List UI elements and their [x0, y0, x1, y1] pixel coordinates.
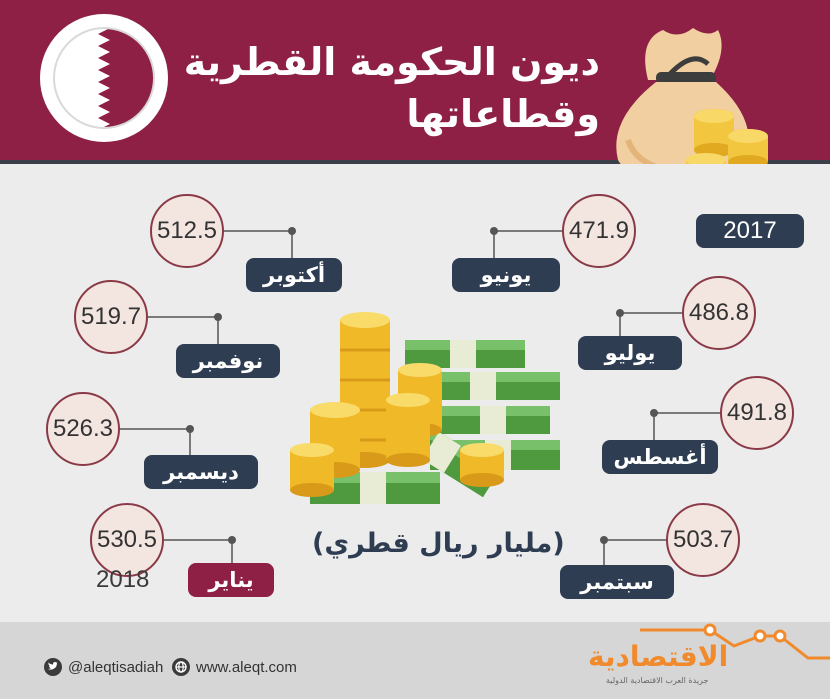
- website-link[interactable]: www.aleqt.com: [172, 658, 297, 676]
- qatar-flag-icon: [40, 14, 168, 142]
- month-label-september: سبتمبر: [560, 565, 674, 599]
- website-text: www.aleqt.com: [196, 658, 297, 676]
- value-bubble-january: 530.5: [90, 503, 164, 577]
- twitter-handle[interactable]: @aleqtisadiah: [44, 658, 163, 676]
- month-label-june: يونيو: [452, 258, 560, 292]
- value-bubble-july: 486.8: [682, 276, 756, 350]
- globe-icon: [172, 658, 190, 676]
- value-bubble-august: 491.8: [720, 376, 794, 450]
- value-bubble-december: 526.3: [46, 392, 120, 466]
- header-divider: [0, 160, 830, 164]
- publisher-logo: الاقتصادية: [588, 640, 729, 673]
- unit-label: (مليار ريال قطري): [312, 528, 565, 559]
- value-bubble-october: 512.5: [150, 194, 224, 268]
- title-line-2: وقطاعاتها: [406, 92, 600, 136]
- value-bubble-november: 519.7: [74, 280, 148, 354]
- month-label-december: ديسمبر: [144, 455, 258, 489]
- twitter-icon: [44, 658, 62, 676]
- twitter-handle-text: @aleqtisadiah: [68, 658, 164, 676]
- month-label-november: نوفمبر: [176, 344, 280, 378]
- publisher-logo-subtitle: جريدة العرب الاقتصادية الدولية: [606, 676, 709, 685]
- trend-line-icon: [640, 623, 830, 660]
- month-label-january: يناير: [188, 563, 274, 597]
- coins-and-cash-icon: [290, 312, 560, 504]
- value-bubble-june: 471.9: [562, 194, 636, 268]
- year-2017-badge: 2017: [696, 214, 804, 248]
- footer-bar: [0, 622, 830, 699]
- year-2018-label: 2018: [96, 566, 150, 593]
- month-label-july: يوليو: [578, 336, 682, 370]
- value-bubble-september: 503.7: [666, 503, 740, 577]
- title-line-1: ديون الحكومة القطرية: [183, 40, 600, 84]
- month-label-august: أغسطس: [602, 440, 718, 474]
- month-label-october: أكتوبر: [246, 258, 342, 292]
